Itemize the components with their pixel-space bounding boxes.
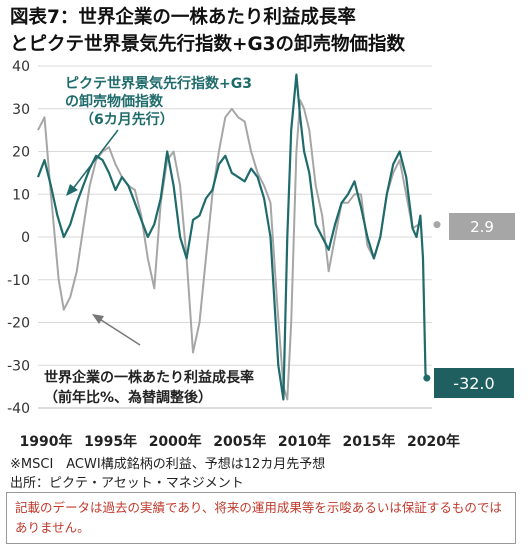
- y-tick-label: -30: [7, 358, 30, 374]
- footnote-source-data: ※MSCI ACWI構成銘柄の利益、予想は12カ月先予想: [10, 453, 325, 472]
- end-point-leading-index: [423, 375, 430, 382]
- y-tick-label: 30: [12, 102, 30, 118]
- x-tick-label: 2015年: [342, 433, 395, 450]
- x-tick-label: 1990年: [20, 433, 73, 450]
- y-tick-label: -40: [7, 401, 30, 417]
- y-tick-label: 10: [12, 187, 30, 203]
- y-tick-label: 40: [12, 59, 30, 75]
- end-label-eps: 2.9: [470, 218, 494, 236]
- series-line-eps: [38, 100, 419, 399]
- annotations: ピクテ世界景気先行指数+G3の卸売物価指数（6カ月先行） 世界企業の一株あたり利益…: [44, 75, 254, 406]
- annotation-leading-index-line: （6カ月先行）: [80, 111, 174, 128]
- x-tick-label: 2020年: [407, 433, 460, 450]
- annotation-eps-line: （前年比%、為替調整後）: [44, 389, 212, 406]
- line-chart: 40 30 20 10 0 -10 -20 -30 -40 1990年 1995年 2000年 200…: [0, 0, 532, 460]
- x-tick-label: 2005年: [213, 433, 266, 450]
- y-tick-label: -20: [7, 316, 30, 332]
- end-labels: 2.9 -32.0: [423, 213, 515, 398]
- x-tick-labels: 1990年 1995年 2000年 2005年 2010年 2015年 2020年: [20, 433, 461, 450]
- x-tick-label: 1995年: [84, 433, 137, 450]
- y-tick-label: 20: [12, 145, 30, 161]
- annotation-leading-index-line: ピクテ世界景気先行指数+G3: [65, 75, 252, 92]
- disclaimer-box: 記載のデータは過去の実績であり、将来の運用成果等を示唆あるいは保証するものではあ…: [6, 492, 516, 544]
- y-tick-label: 0: [21, 230, 30, 246]
- y-tick-label: -10: [7, 273, 30, 289]
- annotation-eps-line: 世界企業の一株あたり利益成長率: [44, 369, 254, 386]
- annotation-leading-index-line: の卸売物価指数: [65, 93, 164, 110]
- y-tick-labels: 40 30 20 10 0 -10 -20 -30 -40: [7, 59, 30, 417]
- end-label-leading-index: -32.0: [453, 374, 494, 393]
- end-point-eps: [434, 221, 441, 228]
- footnote-source: 出所：ピクテ・アセット・マネジメント: [10, 472, 244, 491]
- x-tick-label: 2000年: [149, 433, 202, 450]
- x-tick-label: 2010年: [278, 433, 331, 450]
